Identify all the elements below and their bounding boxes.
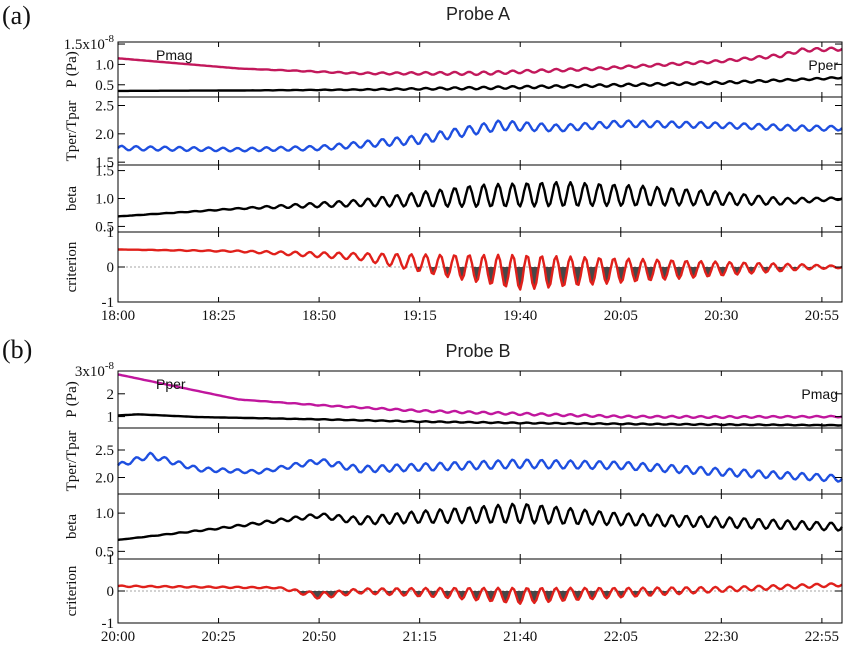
x-tick-label: 22:05 — [604, 629, 638, 645]
series-line-1 — [117, 119, 843, 153]
x-tick-label: 21:40 — [503, 629, 537, 645]
subplot-1: 1 2 3x10-8P (Pa) Pper Pmag — [64, 360, 843, 429]
x-tick-label: 18:25 — [201, 308, 235, 324]
y-tick-label: 0 — [107, 260, 115, 276]
y-tick-label: -1 — [102, 616, 115, 632]
y-tick-label: 0 — [107, 584, 115, 600]
series-line-pmag — [117, 46, 843, 77]
x-tick-label: 20:00 — [101, 629, 135, 645]
y-tick-label: 1.0 — [95, 506, 114, 522]
x-tick-label: 20:25 — [201, 629, 235, 645]
y-tick-label: 3x10-8 — [75, 360, 115, 380]
subplot-frame — [117, 427, 843, 495]
y-tick-label: 1.5 — [95, 164, 114, 180]
subplot-3: 0.5 1.0 beta — [64, 493, 843, 560]
series-line-pmag — [117, 373, 843, 420]
series-annotation-pmag: Pmag — [156, 47, 193, 63]
subplot-1: 0.5 1.0 1.5x10-8P (Pa) Pmag Pper — [64, 33, 843, 98]
y-axis-label: beta — [64, 514, 80, 539]
series-annotation-pper: Pper — [156, 376, 186, 392]
y-tick-label: 2.5 — [95, 99, 114, 115]
x-tick-label: 19:40 — [503, 308, 537, 324]
x-tick-label: 20:50 — [302, 629, 336, 645]
x-tick-label: 19:15 — [403, 308, 437, 324]
y-tick-label: 1.0 — [95, 192, 114, 208]
y-axis-label: Tper/Tpar — [64, 431, 80, 492]
x-tick-label: 21:15 — [403, 629, 437, 645]
subplot-2: 2.0 2.5 Tper/Tpar — [64, 427, 843, 495]
y-tick-label: -1 — [102, 295, 115, 311]
subplot-4: -1 0 1 criterion — [64, 552, 843, 632]
y-axis-label: Tper/Tpar — [64, 101, 80, 162]
y-tick-label: 0.5 — [95, 219, 114, 235]
series-annotation-pper: Pper — [808, 57, 838, 73]
series-line-1 — [118, 248, 843, 291]
y-axis-label: P (Pa) — [64, 381, 80, 418]
panel-probe-a: (a) Probe A 0.5 1.0 1.5x10-8P (Pa) Pmag Pper… — [2, 1, 843, 324]
series-line-1 — [117, 180, 843, 218]
x-tick-label: 20:30 — [704, 308, 738, 324]
series-line-1 — [117, 582, 843, 605]
x-tick-label: 20:05 — [604, 308, 638, 324]
x-tick-label: 22:55 — [805, 629, 839, 645]
y-tick-label: 2.0 — [95, 127, 114, 143]
subplot-4: -1 0 1 criterion — [64, 225, 843, 311]
y-tick-label: 1.0 — [95, 57, 114, 73]
y-axis-label: beta — [64, 186, 80, 211]
chart-title-probe-a: Probe A — [446, 4, 510, 24]
panel-label-b: (b) — [2, 335, 32, 364]
panel-label-a: (a) — [2, 1, 31, 30]
y-tick-label: 1 — [107, 225, 115, 241]
subplot-frame — [117, 370, 843, 429]
series-line-pper — [118, 76, 843, 93]
y-tick-label: 2 — [107, 387, 115, 403]
y-tick-label: 0.5 — [95, 544, 114, 560]
y-axis-label: criterion — [64, 241, 80, 292]
y-tick-label: 1 — [107, 552, 115, 568]
y-axis-label: P (Pa) — [64, 51, 80, 88]
y-tick-label: 2.0 — [95, 471, 114, 487]
x-tick-label: 18:50 — [302, 308, 336, 324]
subplot-3: 0.5 1.0 1.5 beta — [64, 164, 843, 235]
x-tick-label: 22:30 — [704, 629, 738, 645]
y-axis-label: criterion — [64, 565, 80, 616]
x-tick-label: 20:55 — [805, 308, 839, 324]
y-tick-label: 2.5 — [95, 443, 114, 459]
series-annotation-pmag: Pmag — [801, 386, 838, 402]
y-tick-label: 1.5 — [95, 155, 114, 171]
y-tick-label: 1.5x10-8 — [64, 33, 115, 53]
y-tick-label: 1 — [107, 410, 115, 426]
panel-probe-b: (b) Probe B 1 2 3x10-8P (Pa) Pper Pmag 2.0 2.5… — [2, 335, 843, 645]
chart-title-probe-b: Probe B — [445, 341, 510, 361]
y-tick-label: 0.5 — [95, 78, 114, 94]
subplot-2: 1.5 2.0 2.5 Tper/Tpar — [64, 96, 843, 171]
series-line-1 — [117, 502, 843, 542]
x-tick-label: 18:00 — [101, 308, 135, 324]
series-line-1 — [117, 451, 843, 483]
